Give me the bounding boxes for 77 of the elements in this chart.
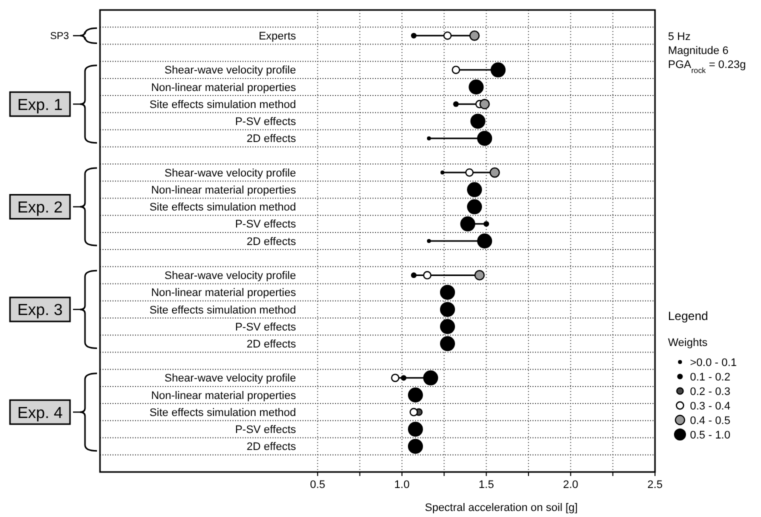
point bbox=[391, 374, 400, 382]
text: Exp. 1 bbox=[17, 96, 63, 114]
point bbox=[408, 388, 423, 402]
x-tick-label: 0.5 bbox=[310, 479, 326, 491]
point bbox=[443, 31, 452, 40]
point bbox=[453, 101, 459, 107]
point bbox=[452, 66, 460, 74]
point bbox=[477, 130, 492, 146]
text: SP3 bbox=[50, 31, 70, 42]
text: Legend bbox=[668, 309, 708, 323]
y-tick-label: Site effects simulation method bbox=[149, 406, 296, 419]
text: Exp. 4 bbox=[17, 404, 63, 422]
point bbox=[479, 98, 490, 110]
point bbox=[440, 170, 444, 175]
legend-label: 0.5 - 1.0 bbox=[690, 429, 730, 442]
y-tick-label: 2D effects bbox=[246, 133, 296, 146]
point bbox=[490, 62, 506, 78]
y-tick-label: P-SV effects bbox=[235, 116, 296, 128]
y-tick-label: Non-linear material properties bbox=[151, 184, 296, 197]
y-tick-label: Shear-wave velocity profile bbox=[164, 372, 296, 385]
point bbox=[423, 271, 432, 280]
point bbox=[468, 80, 484, 94]
text: 5 Hz bbox=[668, 31, 691, 43]
point bbox=[423, 370, 438, 386]
y-tick-label: Shear-wave velocity profile bbox=[164, 270, 296, 282]
y-tick-label: Non-linear material properties bbox=[151, 287, 296, 300]
x-tick-label: 1.0 bbox=[394, 479, 410, 491]
point bbox=[400, 375, 406, 381]
legend-label: 0.1 - 0.2 bbox=[690, 371, 730, 384]
point bbox=[470, 114, 486, 129]
y-tick-label: Shear-wave velocity profile bbox=[164, 64, 296, 77]
y-tick-label: 2D effects bbox=[246, 441, 296, 454]
legend-label: >0.0 - 0.1 bbox=[690, 356, 737, 369]
y-tick-label: Experts bbox=[258, 30, 296, 43]
point bbox=[408, 438, 423, 454]
text: Magnitude 6 bbox=[668, 45, 729, 57]
point bbox=[440, 284, 456, 300]
legend-label: 0.4 - 0.5 bbox=[690, 414, 730, 427]
point bbox=[410, 32, 417, 38]
point bbox=[490, 167, 500, 178]
y-tick-label: 2D effects bbox=[246, 236, 296, 248]
point bbox=[484, 221, 490, 227]
x-tick-label: 2.5 bbox=[647, 479, 663, 491]
point bbox=[477, 234, 492, 248]
point bbox=[440, 319, 456, 334]
text: Exp. 3 bbox=[17, 302, 63, 320]
x-tick-label: 1.5 bbox=[478, 479, 494, 491]
point bbox=[467, 199, 482, 214]
y-tick-label: Site effects simulation method bbox=[149, 304, 296, 316]
y-tick-label: P-SV effects bbox=[235, 218, 296, 231]
x-tick-label: 2.0 bbox=[563, 479, 578, 491]
point bbox=[467, 182, 482, 198]
point bbox=[474, 270, 485, 280]
point bbox=[408, 422, 423, 437]
point bbox=[410, 408, 418, 416]
legend-label: 0.2 - 0.3 bbox=[690, 386, 730, 398]
point bbox=[460, 216, 476, 232]
point bbox=[465, 168, 474, 177]
legend-title: Weights bbox=[668, 337, 708, 349]
point bbox=[410, 272, 417, 278]
point bbox=[426, 136, 431, 140]
legend-label: 0.3 - 0.4 bbox=[690, 400, 730, 412]
y-tick-label: P-SV effects bbox=[235, 321, 296, 334]
y-tick-label: P-SV effects bbox=[235, 424, 296, 436]
text: Exp. 2 bbox=[17, 200, 63, 217]
point bbox=[440, 336, 456, 352]
y-tick-label: Shear-wave velocity profile bbox=[164, 167, 296, 180]
y-tick-label: Non-linear material properties bbox=[151, 82, 296, 94]
point bbox=[469, 30, 480, 41]
point bbox=[426, 239, 431, 243]
text: PGA$_{rock}$ = 0.23g bbox=[668, 59, 746, 74]
y-tick-label: Non-linear material properties bbox=[151, 390, 296, 402]
y-tick-label: 2D effects bbox=[246, 338, 296, 351]
point bbox=[440, 302, 456, 317]
y-tick-label: Site effects simulation method bbox=[149, 202, 296, 214]
x-axis-title: Spectral acceleration on soil [g] bbox=[424, 502, 578, 514]
y-tick-label: Site effects simulation method bbox=[149, 98, 296, 111]
